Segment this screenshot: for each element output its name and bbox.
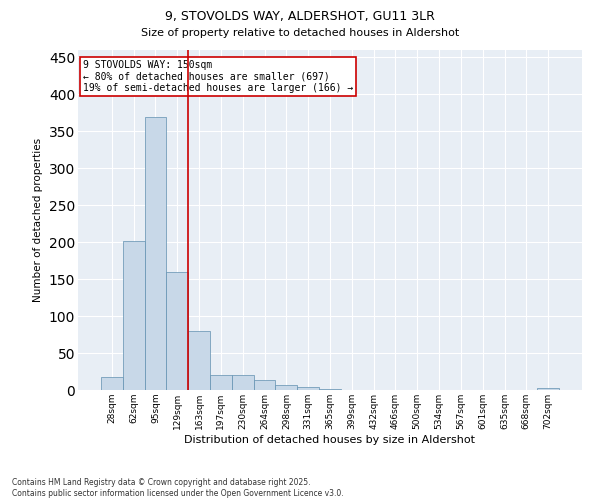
X-axis label: Distribution of detached houses by size in Aldershot: Distribution of detached houses by size …: [185, 434, 476, 444]
Bar: [166, 272, 188, 390]
Bar: [123, 240, 145, 390]
Bar: [254, 380, 275, 390]
Bar: [188, 331, 210, 390]
Text: 9, STOVOLDS WAY, ALDERSHOT, GU11 3LR: 9, STOVOLDS WAY, ALDERSHOT, GU11 3LR: [165, 10, 435, 23]
Bar: [145, 116, 166, 390]
Bar: [210, 375, 232, 390]
Y-axis label: Number of detached properties: Number of detached properties: [33, 138, 43, 302]
Text: 9 STOVOLDS WAY: 150sqm
← 80% of detached houses are smaller (697)
19% of semi-de: 9 STOVOLDS WAY: 150sqm ← 80% of detached…: [83, 60, 353, 94]
Bar: [537, 388, 559, 390]
Text: Size of property relative to detached houses in Aldershot: Size of property relative to detached ho…: [141, 28, 459, 38]
Bar: [232, 375, 254, 390]
Bar: [275, 385, 297, 390]
Text: Contains HM Land Registry data © Crown copyright and database right 2025.
Contai: Contains HM Land Registry data © Crown c…: [12, 478, 344, 498]
Bar: [101, 376, 123, 390]
Bar: [297, 387, 319, 390]
